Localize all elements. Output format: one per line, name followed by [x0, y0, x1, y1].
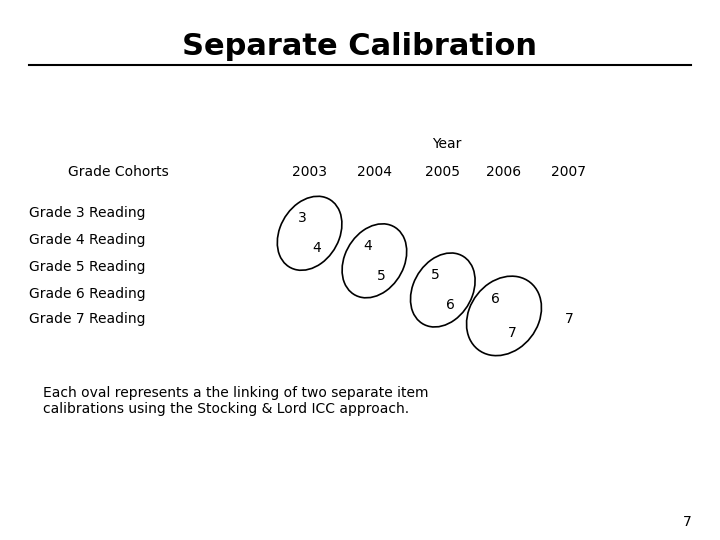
Text: Grade 4 Reading: Grade 4 Reading [29, 233, 145, 247]
Text: Grade 5 Reading: Grade 5 Reading [29, 260, 145, 274]
Text: 2006: 2006 [487, 165, 521, 179]
Text: calibrations using the Stocking & Lord ICC approach.: calibrations using the Stocking & Lord I… [43, 402, 410, 416]
Text: 7: 7 [508, 326, 517, 340]
Text: 2007: 2007 [552, 165, 586, 179]
Text: Year: Year [432, 137, 461, 151]
Text: 7: 7 [683, 515, 691, 529]
Text: 7: 7 [564, 312, 573, 326]
Text: 2003: 2003 [292, 165, 327, 179]
Text: Grade 7 Reading: Grade 7 Reading [29, 312, 145, 326]
Text: 4: 4 [312, 241, 321, 255]
Text: 6: 6 [491, 292, 500, 306]
Text: Each oval represents a the linking of two separate item: Each oval represents a the linking of tw… [43, 386, 428, 400]
Text: 5: 5 [431, 268, 440, 282]
Text: 3: 3 [298, 211, 307, 225]
Text: Separate Calibration: Separate Calibration [182, 32, 538, 62]
Text: Grade 6 Reading: Grade 6 Reading [29, 287, 145, 301]
Text: 4: 4 [363, 239, 372, 253]
Text: 5: 5 [377, 269, 386, 283]
Text: 6: 6 [446, 298, 454, 312]
Text: Grade Cohorts: Grade Cohorts [68, 165, 169, 179]
Text: 2005: 2005 [426, 165, 460, 179]
Text: 2004: 2004 [357, 165, 392, 179]
Text: Grade 3 Reading: Grade 3 Reading [29, 206, 145, 220]
